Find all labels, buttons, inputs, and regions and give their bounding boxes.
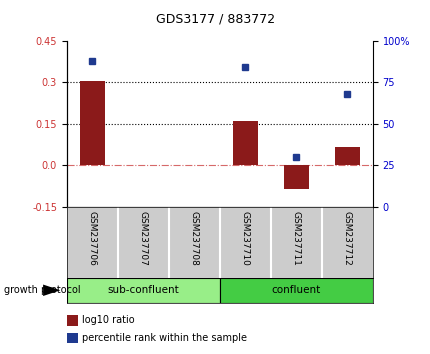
Bar: [67, 278, 219, 303]
Text: sub-confluent: sub-confluent: [107, 285, 179, 295]
Text: confluent: confluent: [271, 285, 320, 295]
Bar: [80, 81, 105, 166]
Text: GSM237711: GSM237711: [291, 211, 300, 266]
Text: percentile rank within the sample: percentile rank within the sample: [82, 333, 246, 343]
Text: growth protocol: growth protocol: [4, 285, 81, 295]
Text: GDS3177 / 883772: GDS3177 / 883772: [156, 12, 274, 25]
Bar: [334, 148, 359, 166]
Bar: [219, 278, 372, 303]
Text: log10 ratio: log10 ratio: [82, 315, 134, 325]
Text: GSM237707: GSM237707: [138, 211, 147, 266]
Polygon shape: [43, 285, 60, 296]
Bar: [283, 166, 308, 189]
Text: GSM237708: GSM237708: [189, 211, 198, 266]
Text: GSM237712: GSM237712: [342, 211, 351, 266]
Bar: [232, 121, 258, 166]
Text: GSM237706: GSM237706: [88, 211, 97, 266]
Text: GSM237710: GSM237710: [240, 211, 249, 266]
